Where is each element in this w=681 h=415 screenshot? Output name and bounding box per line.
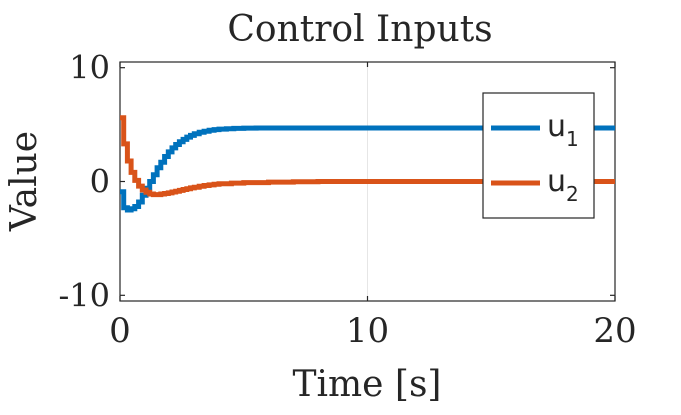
- legend-entry-u1-subscript: 1: [566, 127, 579, 151]
- x-tick-label-10: 10: [346, 311, 389, 351]
- series-line-u1: [120, 125, 615, 213]
- y-tick-label--10: -10: [58, 276, 110, 314]
- x-axis-label: Time [s]: [293, 364, 442, 405]
- legend: u1 u2: [482, 92, 595, 219]
- y-axis-label: Value: [4, 131, 45, 232]
- legend-entry-u1-name: u: [547, 109, 566, 144]
- x-tick-label-0: 0: [109, 311, 131, 351]
- x-tick-label-20: 20: [593, 311, 636, 351]
- chart-title: Control Inputs: [227, 9, 492, 50]
- y-tick-label-0: 0: [90, 163, 110, 201]
- series-line-u2: [120, 115, 615, 198]
- legend-entry-u2-subscript: 2: [566, 182, 579, 206]
- legend-box: [482, 92, 595, 219]
- series-layer: [120, 115, 615, 213]
- legend-entry-u2: u2: [547, 164, 579, 206]
- legend-entry-u1: u1: [547, 109, 579, 151]
- legend-entry-u2-name: u: [547, 164, 566, 199]
- y-tick-label-10: 10: [69, 49, 110, 87]
